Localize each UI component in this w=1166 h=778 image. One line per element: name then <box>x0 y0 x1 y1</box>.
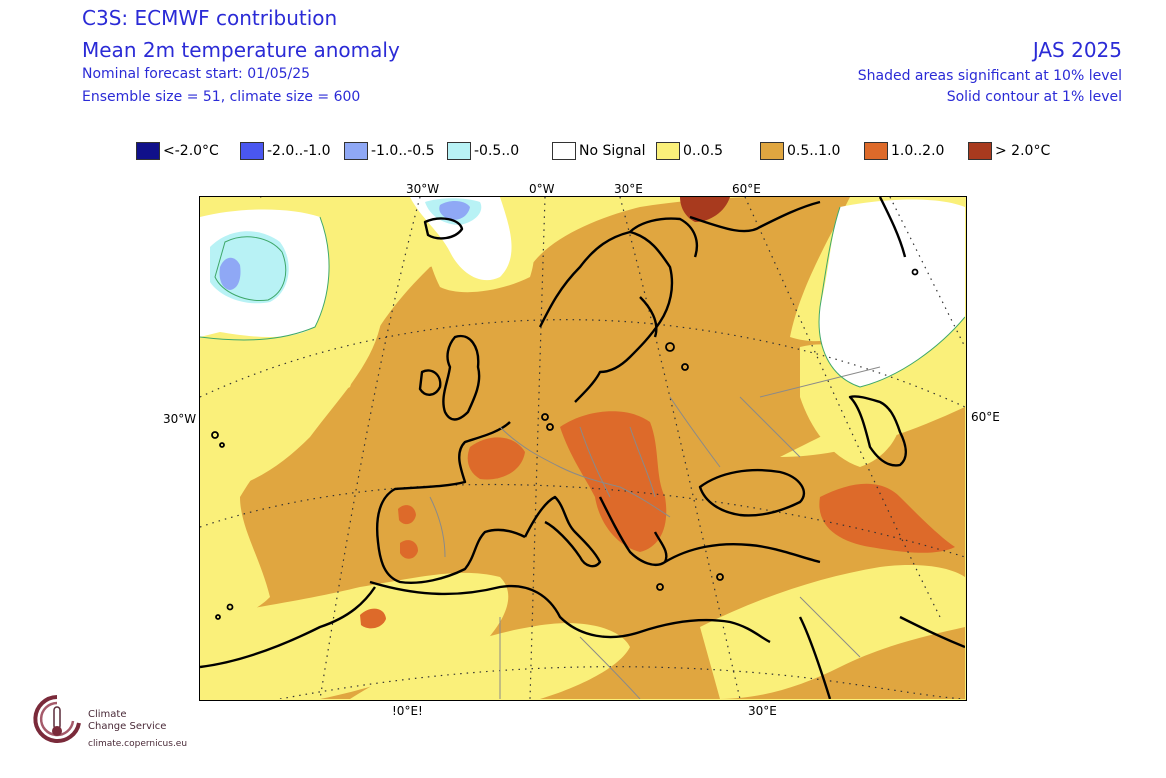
significance-contour-note: Solid contour at 1% level <box>946 89 1122 105</box>
bottom-tick-0e: !0°E! <box>392 704 423 718</box>
anomaly-region-1-2-iberia-b <box>400 540 418 559</box>
legend-label: -1.0..-0.5 <box>371 143 435 159</box>
top-tick-30w: 30°W <box>406 182 440 196</box>
significance-contour <box>200 206 965 388</box>
legend-label: 0..0.5 <box>683 143 724 159</box>
legend-label: -2.0..-1.0 <box>267 143 331 159</box>
country-borders <box>429 366 881 699</box>
color-legend: <-2.0°C -2.0..-1.0 -1.0..-0.5 -0.5..0 No… <box>136 141 1066 161</box>
legend-swatch <box>447 142 471 160</box>
legend-item-0-05: 0..0.5 <box>656 141 723 161</box>
bottom-tick-30e: 30°E <box>748 704 777 718</box>
legend-swatch <box>656 142 680 160</box>
anomaly-region-1-2-central-europe <box>560 411 667 552</box>
significance-shaded-note: Shaded areas significant at 10% level <box>857 68 1122 84</box>
legend-swatch <box>864 142 888 160</box>
legend-swatch <box>968 142 992 160</box>
legend-item-minus1-minus05: -1.0..-0.5 <box>344 141 435 161</box>
islands <box>211 268 919 620</box>
anomaly-region-0-05-southwest <box>200 572 509 699</box>
anomaly-region-1-2-iberia-a <box>398 505 416 525</box>
top-tick-30e: 30°E <box>614 182 643 196</box>
no-signal-region-siberia <box>819 199 965 387</box>
anomaly-region-0-05-southeast <box>700 565 965 699</box>
anomaly-region-gt2-north <box>680 197 730 222</box>
legend-swatch <box>240 142 264 160</box>
legend-swatch <box>552 142 576 160</box>
coastlines <box>200 197 965 699</box>
legend-item-minus05-0: -0.5..0 <box>447 141 519 161</box>
chart-title: C3S: ECMWF contribution <box>82 6 338 30</box>
legend-item-no-signal: No Signal <box>552 141 646 161</box>
copernicus-logo: Climate Change Service climate.copernicu… <box>32 693 202 753</box>
anomaly-region-minus1-minus05-north <box>439 201 470 220</box>
anomaly-region-minus1-minus05 <box>219 257 241 290</box>
graticule <box>200 197 965 699</box>
legend-label: > 2.0°C <box>995 143 1051 159</box>
map-canvas <box>200 197 965 699</box>
anomaly-region-1-2-turkey-east <box>819 483 955 553</box>
legend-label: -0.5..0 <box>474 143 520 159</box>
legend-swatch <box>136 142 160 160</box>
anomaly-region-1-2-france <box>467 437 525 480</box>
forecast-period: JAS 2025 <box>1032 38 1122 62</box>
thermometer-icon <box>33 695 81 743</box>
legend-item-lt-minus-2: <-2.0°C <box>136 141 219 161</box>
left-tick-30w: 30°W <box>163 412 197 426</box>
legend-item-05-1: 0.5..1.0 <box>760 141 840 161</box>
anomaly-region-0-05-africa <box>350 623 630 699</box>
legend-swatch <box>344 142 368 160</box>
legend-label: 0.5..1.0 <box>787 143 841 159</box>
top-tick-0w: 0°W <box>529 182 555 196</box>
top-tick-60e: 60°E <box>732 182 761 196</box>
anomaly-region-1-2-north-africa <box>360 608 386 629</box>
right-tick-60e: 60°E <box>971 410 1000 424</box>
chart-subtitle: Mean 2m temperature anomaly <box>82 38 400 62</box>
forecast-start: Nominal forecast start: 01/05/25 <box>82 66 311 82</box>
ensemble-size: Ensemble size = 51, climate size = 600 <box>82 89 361 105</box>
legend-label: 1.0..2.0 <box>891 143 945 159</box>
legend-item-minus2-minus1: -2.0..-1.0 <box>240 141 331 161</box>
legend-label: <-2.0°C <box>163 143 219 159</box>
logo-line-1: Climate <box>88 709 127 720</box>
anomaly-map <box>199 196 967 701</box>
legend-item-1-2: 1.0..2.0 <box>864 141 944 161</box>
legend-swatch <box>760 142 784 160</box>
logo-line-2: Change Service <box>88 721 167 732</box>
legend-label: No Signal <box>579 143 646 159</box>
logo-url: climate.copernicus.eu <box>88 739 188 749</box>
legend-item-gt-2: > 2.0°C <box>968 141 1050 161</box>
